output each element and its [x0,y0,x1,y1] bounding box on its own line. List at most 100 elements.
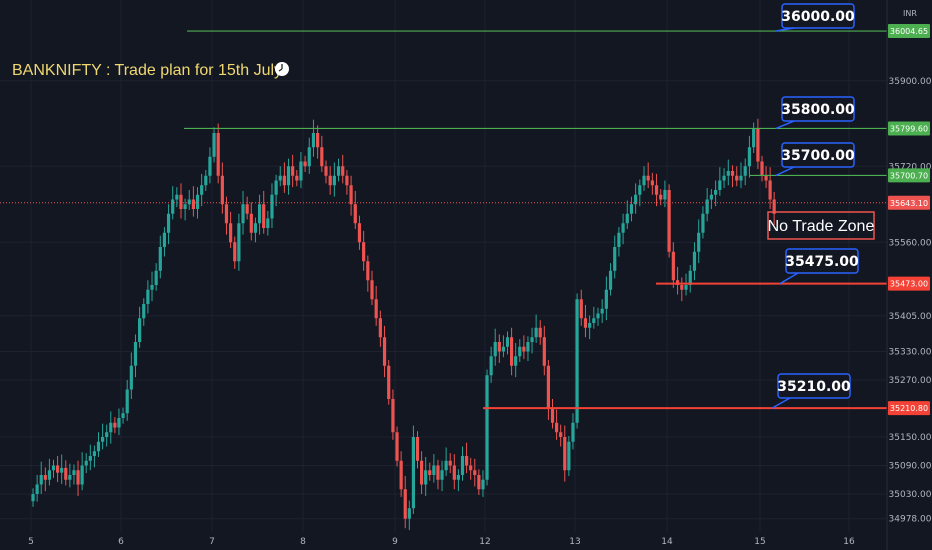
candle-body [286,166,291,186]
price-axis: 35900.00 35720.00 35560.00 35405.00 35330.00… [889,77,932,525]
candle-body [646,175,650,181]
candle-body [436,465,440,480]
candle-body [117,418,121,428]
candle-body [133,342,138,366]
candle-body [76,470,80,485]
candle-body [440,470,444,480]
candle-body [697,232,701,252]
price-tag-35473.00: 35473.00 [888,276,930,291]
candle-body [705,199,709,214]
price-tick-label: 35330.00 [889,348,932,358]
price-tick-label: 35405.00 [889,312,932,322]
candle-body [68,475,72,480]
candle-body [395,432,399,461]
candle-body [760,161,764,176]
svg-text:35800.00: 35800.00 [781,102,855,118]
candle-body [64,467,68,480]
candle-body [138,318,142,342]
candle-body [105,432,109,437]
price-tag-36004.65: 36004.65 [888,24,930,39]
candle-body [191,199,195,209]
candle-body [353,204,357,224]
price-tick-label: 35270.00 [889,376,932,386]
candle-body [374,299,378,319]
candle-body [316,133,320,148]
candle-body [399,460,403,490]
candle-body [722,175,726,181]
candle-body [303,161,307,167]
candle-body [171,199,175,214]
candle-body [249,213,253,233]
candle-body [485,375,489,480]
candle-body [501,346,506,352]
candle-body [378,318,382,338]
candle-body [370,280,374,300]
time-tick-label: 8 [300,537,306,547]
candle-body [768,180,772,200]
candle-body [667,190,671,252]
candle-body [688,270,692,285]
candle-body [162,232,167,247]
level-lines [184,30,887,410]
grid [0,0,887,532]
candles [31,118,776,531]
candle-body [195,194,200,209]
svg-text:36000.00: 36000.00 [781,9,855,25]
candle-body [233,242,237,262]
callout-35210.00[interactable]: 35210.00 [771,373,851,409]
svg-text:35475.00: 35475.00 [785,254,859,270]
callout-35800.00[interactable]: 35800.00 [775,96,855,130]
candle-body [663,190,667,200]
svg-text:35210.80: 35210.80 [890,404,928,413]
candle-body [428,470,432,475]
candle-body [31,494,35,502]
candle-body [324,166,328,176]
candle-body [35,484,39,494]
candle-body [730,171,735,176]
candle-body [266,218,270,228]
last-price-tag: 35643.10 [888,195,930,210]
no-trade-zone-box[interactable]: No Trade Zone [767,211,875,240]
candle-body [291,166,295,176]
candle-body [129,365,133,390]
candle-body [411,437,416,509]
candle-body [542,337,546,366]
candle-body [608,270,613,290]
candle-body [245,204,249,214]
candle-body [362,242,366,262]
time-axis: 5 6 7 8 9 12 13 14 15 16 [28,537,855,547]
candle-body [671,251,675,281]
candle-body [307,147,311,167]
candle-body [559,432,563,437]
candle-body [146,289,150,304]
candle-body [92,451,97,456]
candle-body [452,465,456,480]
callout-35700.00[interactable]: 35700.00 [775,142,855,177]
candle-body [51,465,56,471]
time-tick-label: 9 [392,537,398,547]
candle-body [345,175,349,186]
candle-body [739,175,743,181]
callout-36000.00[interactable]: 36000.00 [775,3,855,32]
candle-body [522,346,526,352]
candle-body [481,479,485,490]
candle-body [96,441,101,452]
candle-body [257,204,262,224]
candle-body [514,356,518,366]
candle-body [600,308,604,314]
candle-body [460,456,465,475]
candle-body [654,185,659,195]
time-tick-label: 12 [479,537,490,547]
svg-text:35700.00: 35700.00 [781,148,855,164]
candle-body [456,475,461,480]
candle-body [432,465,436,475]
candle-body [121,413,125,418]
candle-body [563,437,567,471]
candle-body [320,147,324,167]
candle-body [489,356,493,376]
candle-body [554,422,559,433]
candle-body [684,285,688,290]
candle-body [718,180,722,190]
callout-35475.00[interactable]: 35475.00 [779,248,859,285]
